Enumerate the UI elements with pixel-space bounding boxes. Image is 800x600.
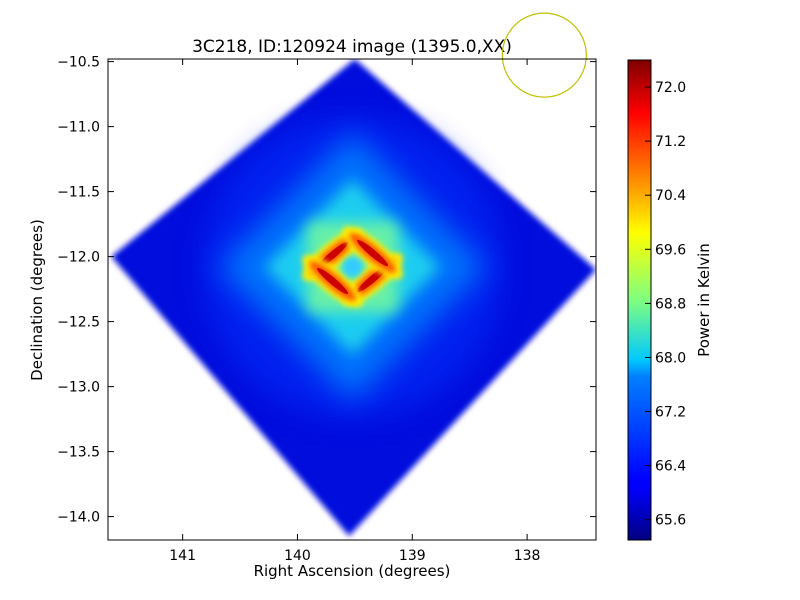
colorbar-tick-label: 71.2	[655, 134, 686, 150]
x-axis-label: Right Ascension (degrees)	[254, 562, 451, 580]
colorbar-tick-label: 66.4	[655, 459, 686, 475]
plot-area: 141140139138 −10.5−11.0−11.5−12.0−12.5−1…	[57, 13, 596, 564]
colorbar-tick-label: 68.8	[655, 296, 686, 312]
y-tick-label: −13.5	[57, 445, 100, 461]
y-tick-label: −10.5	[57, 55, 100, 71]
y-tick-label: −11.5	[57, 185, 100, 201]
colorbar-label: Power in Kelvin	[695, 243, 713, 357]
colorbar: 72.0 71.2 70.4 69.6 68.8 68.0 67.2 66.4 65.6 Pow…	[628, 60, 713, 540]
colorbar-tick-label: 69.6	[655, 242, 686, 258]
colorbar-tick-label: 70.4	[655, 188, 686, 204]
y-tick-label: −12.5	[57, 315, 100, 331]
colorbar-tick-label: 67.2	[655, 405, 686, 421]
chart-title: 3C218, ID:120924 image (1395.0,XX)	[192, 37, 512, 57]
y-axis-label: Declination (degrees)	[28, 219, 46, 381]
figure: 3C218, ID:120924 image (1395.0,XX) 14114…	[0, 0, 800, 600]
colorbar-tick-label: 68.0	[655, 350, 686, 366]
colorbar-tick-label: 65.6	[655, 513, 686, 529]
colorbar-gradient	[628, 60, 651, 540]
colorbar-tick-label: 72.0	[655, 80, 686, 96]
central-emission	[203, 117, 503, 417]
x-tick-label: 141	[169, 548, 196, 564]
y-tick-label: −13.0	[57, 380, 100, 396]
y-tick-label: −14.0	[57, 510, 100, 526]
x-tick-label: 138	[514, 548, 541, 564]
y-tick-label: −11.0	[57, 120, 100, 136]
y-tick-label: −12.0	[57, 250, 100, 266]
